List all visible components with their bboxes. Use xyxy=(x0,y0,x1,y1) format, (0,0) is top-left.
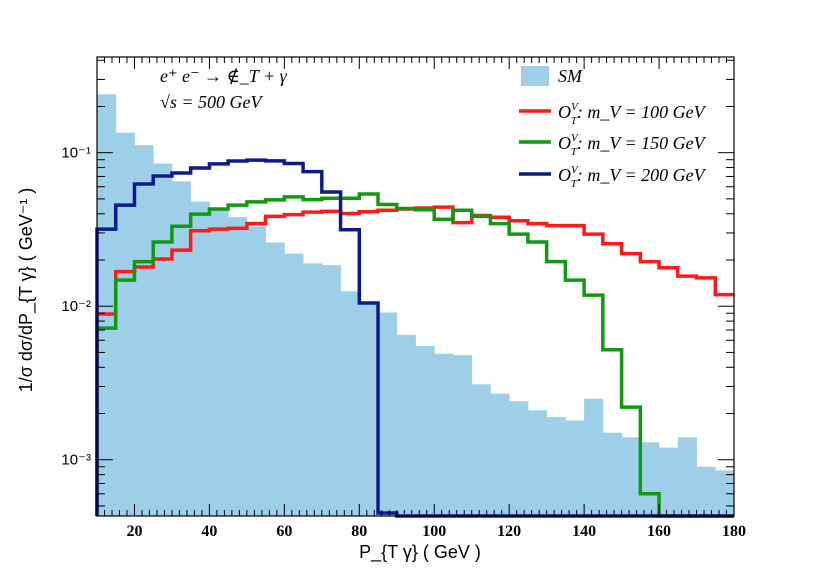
sm-bar xyxy=(396,334,416,516)
sm-bar xyxy=(659,447,679,516)
sm-bar xyxy=(265,242,285,516)
sm-bar xyxy=(415,346,435,516)
sm-bar xyxy=(509,401,529,516)
legend-label-200-main: O xyxy=(558,165,571,185)
legend-label-100-sub: T xyxy=(571,115,578,127)
process-annotation: e⁺ e⁻ → ∉_T + γ xyxy=(160,66,288,86)
y-axis-ticks: 10⁻³ 10⁻² 10⁻¹ xyxy=(61,59,734,507)
legend-label-100: OV T: m_V = 100 GeV xyxy=(558,101,707,127)
sm-bar xyxy=(621,437,641,516)
legend-label-200-sup: V xyxy=(571,164,579,176)
sm-bar xyxy=(321,265,341,516)
x-tick-label: 20 xyxy=(126,523,142,540)
legend-label-sm: SM xyxy=(558,66,583,86)
energy-annotation: √s = 500 GeV xyxy=(160,92,264,112)
sm-bar xyxy=(565,420,585,516)
sm-bar xyxy=(602,432,622,516)
legend-label-100-sup: V xyxy=(571,101,579,113)
x-tick-label: 60 xyxy=(276,523,292,540)
sm-bar xyxy=(715,470,735,516)
legend-label-150-main: O xyxy=(558,133,571,153)
legend-swatch-sm xyxy=(521,66,549,86)
legend-label-200-sub: T xyxy=(571,178,578,190)
sm-bar xyxy=(527,410,548,516)
y-tick-label: 10⁻¹ xyxy=(61,145,91,162)
legend: SM OV T: m_V = 100 GeV OV T: m_V = 150 GeV… xyxy=(519,66,707,190)
sm-bar xyxy=(115,132,135,517)
x-tick-label: 160 xyxy=(647,523,671,540)
x-tick-label: 180 xyxy=(722,523,746,540)
sm-bar xyxy=(97,94,117,516)
sm-bar xyxy=(490,393,510,516)
y-tick-label: 10⁻² xyxy=(61,298,91,315)
sm-bar xyxy=(359,302,379,516)
signal-line-3 xyxy=(95,158,734,518)
x-tick-label: 140 xyxy=(572,523,596,540)
x-tick-label: 40 xyxy=(201,523,217,540)
legend-label-150: OV T: m_V = 150 GeV xyxy=(558,132,707,158)
sm-bar xyxy=(640,442,660,516)
legend-label-100-main: O xyxy=(558,102,571,122)
sm-bar xyxy=(134,145,154,516)
signal-lines-layer xyxy=(95,158,734,518)
x-axis-ticks: 20 40 60 80 100 120 140 160 180 xyxy=(96,57,746,540)
sm-bar xyxy=(284,253,304,516)
sm-bar xyxy=(246,226,267,516)
sm-bar xyxy=(153,163,173,516)
plot-frame xyxy=(96,56,735,517)
sm-bar xyxy=(546,416,566,516)
x-tick-label: 120 xyxy=(497,523,521,540)
sm-bar xyxy=(584,398,604,516)
x-tick-label: 100 xyxy=(422,523,446,540)
sm-bar xyxy=(190,201,210,516)
sm-bar xyxy=(378,312,398,516)
legend-label-200-rest: : m_V = 200 GeV xyxy=(577,165,707,185)
sm-bar xyxy=(696,466,716,516)
signal-line-2 xyxy=(95,192,734,518)
sm-bar xyxy=(471,384,491,516)
sm-fill-layer xyxy=(97,94,735,517)
legend-label-150-rest: : m_V = 150 GeV xyxy=(577,133,707,153)
sm-bar xyxy=(340,291,360,516)
legend-label-100-rest: : m_V = 100 GeV xyxy=(577,102,707,122)
sm-bar xyxy=(303,263,323,516)
legend-label-150-sub: T xyxy=(571,146,578,158)
x-axis-title: P_{T γ} ( GeV ) xyxy=(359,542,481,563)
y-axis-title: 1/σ dσ/dP_{T γ} ( GeV⁻¹ ) xyxy=(16,188,37,392)
sm-bar xyxy=(228,217,248,517)
sm-bar xyxy=(677,437,697,516)
y-tick-label: 10⁻³ xyxy=(61,452,91,469)
legend-label-150-sup: V xyxy=(571,132,579,144)
legend-label-200: OV T: m_V = 200 GeV xyxy=(558,164,707,190)
sm-bar xyxy=(434,353,454,516)
sm-bar xyxy=(171,181,192,517)
sm-bar xyxy=(209,207,229,517)
x-tick-label: 80 xyxy=(351,523,367,540)
sm-bar xyxy=(452,355,473,516)
